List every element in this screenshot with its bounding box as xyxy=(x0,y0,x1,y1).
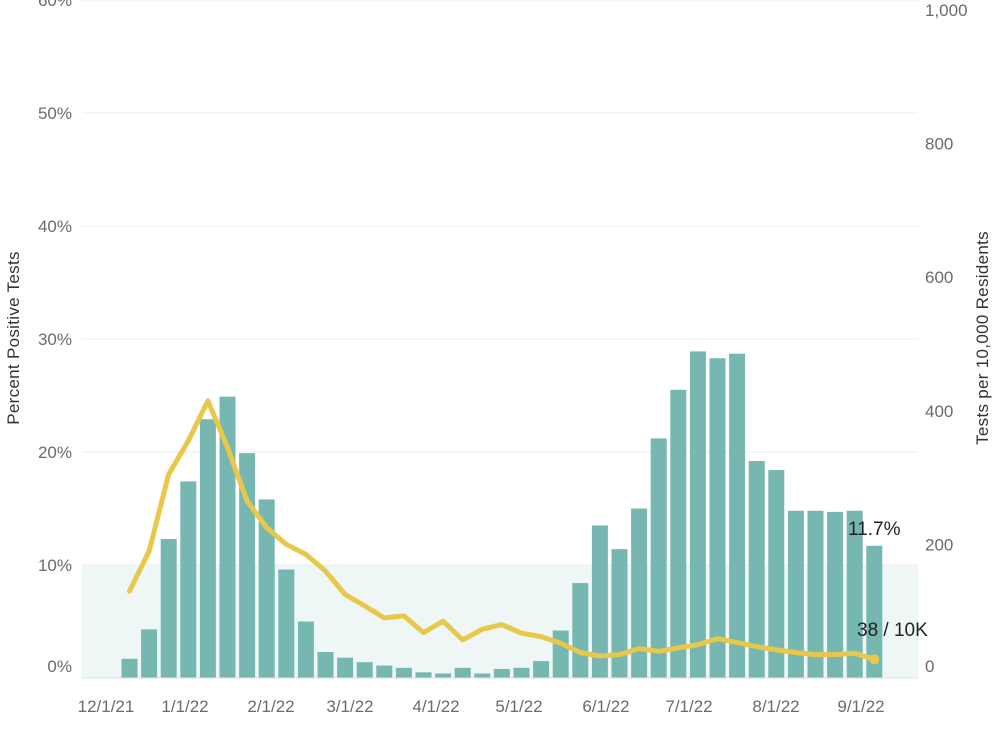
tests-line xyxy=(127,398,877,662)
left-axis-ticks: 0% 10% 20% 30% 40% 50% 60% xyxy=(38,0,72,676)
y-left-tick-label: 30% xyxy=(38,330,72,349)
x-tick-label: 1/1/22 xyxy=(161,697,208,716)
bar xyxy=(631,508,648,678)
y-right-tick-label: 0 xyxy=(925,657,934,676)
x-tick-label: 6/1/22 xyxy=(582,697,629,716)
y-left-tick-label: 0% xyxy=(47,657,72,676)
bar xyxy=(591,525,608,678)
bar xyxy=(729,353,746,678)
bar xyxy=(297,621,314,678)
bar xyxy=(611,549,628,678)
x-tick-label: 2/1/22 xyxy=(247,697,294,716)
y-left-tick-label: 50% xyxy=(38,104,72,123)
bar xyxy=(533,661,550,678)
bar xyxy=(317,652,334,678)
bar xyxy=(513,667,530,678)
last-tests-label: 38 / 10K xyxy=(857,620,928,641)
x-tick-label: 5/1/22 xyxy=(495,697,542,716)
bar xyxy=(180,481,197,678)
y-left-tick-label: 40% xyxy=(38,217,72,236)
bar xyxy=(493,668,510,678)
bar xyxy=(219,396,236,678)
bar xyxy=(337,657,354,678)
y-left-tick-label: 10% xyxy=(38,556,72,575)
bar xyxy=(474,673,491,678)
bar xyxy=(866,545,883,678)
bar xyxy=(415,672,432,678)
right-axis-ticks: 0 200 400 600 800 1,000 xyxy=(925,1,968,676)
y-right-tick-label: 400 xyxy=(925,402,953,421)
bar xyxy=(454,667,471,678)
bar xyxy=(258,499,275,678)
bar xyxy=(160,539,177,678)
line-series xyxy=(127,398,880,665)
bar xyxy=(552,630,569,678)
bar xyxy=(807,510,824,678)
x-tick-label: 4/1/22 xyxy=(412,697,459,716)
bar xyxy=(650,438,667,678)
x-tick-label: 8/1/22 xyxy=(752,697,799,716)
bar xyxy=(748,461,765,678)
x-axis-ticks: 12/1/21 1/1/22 2/1/22 3/1/22 4/1/22 5/1/22 6/1… xyxy=(78,697,885,716)
x-tick-label: 3/1/22 xyxy=(326,697,373,716)
bar xyxy=(709,358,726,678)
x-tick-label: 12/1/21 xyxy=(78,697,135,716)
bar xyxy=(827,511,844,678)
bar xyxy=(768,470,785,678)
bar xyxy=(572,583,589,678)
y-axis-left-title: Percent Positive Tests xyxy=(4,251,23,425)
bar xyxy=(846,510,863,678)
bar xyxy=(199,419,216,678)
bar-series xyxy=(82,351,918,679)
y-right-tick-label: 600 xyxy=(925,268,953,287)
bar xyxy=(141,629,158,678)
bar xyxy=(435,673,452,678)
last-point-marker xyxy=(869,654,880,665)
y-right-tick-label: 200 xyxy=(925,535,953,554)
y-left-tick-label: 20% xyxy=(38,443,72,462)
bar xyxy=(395,667,412,678)
x-tick-label: 7/1/22 xyxy=(665,697,712,716)
y-left-tick-label: 60% xyxy=(38,0,72,10)
bar xyxy=(356,662,373,678)
y-axis-right-title: Tests per 10,000 Residents xyxy=(973,231,992,445)
y-right-tick-label: 1,000 xyxy=(925,1,968,20)
bar xyxy=(376,665,393,678)
bar xyxy=(278,569,295,678)
bar xyxy=(670,389,687,678)
y-right-tick-label: 800 xyxy=(925,135,953,154)
bar xyxy=(121,658,138,678)
bar xyxy=(787,510,804,678)
bar xyxy=(689,351,706,678)
last-percent-label: 11.7% xyxy=(848,519,901,540)
x-tick-label: 9/1/22 xyxy=(837,697,884,716)
